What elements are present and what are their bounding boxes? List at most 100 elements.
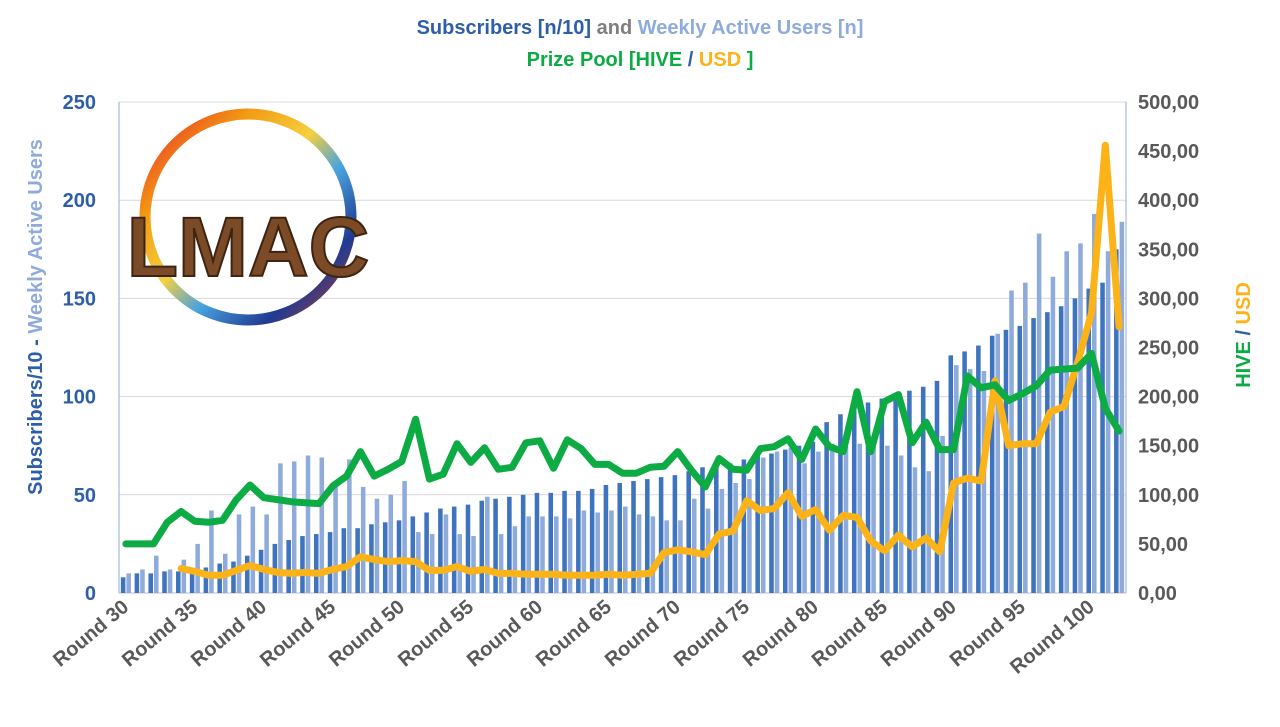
bar-wau xyxy=(360,486,366,593)
bar-wau xyxy=(181,559,187,593)
x-tick-label: Round 45 xyxy=(256,596,340,671)
y-right-tick-label: 250,00 xyxy=(1138,338,1199,360)
logo-ring xyxy=(139,108,357,326)
bar-subscribers xyxy=(824,422,829,593)
bar-subscribers xyxy=(741,459,747,593)
y-right-label: HIVE / USD xyxy=(1233,282,1255,388)
bar-wau xyxy=(733,483,738,593)
bar-subscribers xyxy=(313,534,319,593)
bar-wau xyxy=(388,494,394,593)
y-left-label-sep: - xyxy=(25,334,47,352)
bar-wau xyxy=(250,506,256,593)
y-left-tick-label: 200 xyxy=(63,190,96,212)
bar-subscribers xyxy=(976,345,981,593)
bar-wau xyxy=(526,516,531,593)
bar-subscribers xyxy=(576,490,581,593)
bar-subscribers xyxy=(755,455,760,593)
y-right-label-hive: HIVE xyxy=(1233,336,1255,388)
bar-subscribers xyxy=(838,414,843,593)
bar-wau xyxy=(347,459,352,593)
bar-wau xyxy=(512,526,518,593)
y-right-tick-label: 500,00 xyxy=(1138,92,1199,114)
y-left-tick-label: 250 xyxy=(63,92,96,114)
bar-subscribers xyxy=(162,571,167,593)
x-tick-label: Round 35 xyxy=(118,596,202,671)
x-tick-label: Round 80 xyxy=(739,596,823,671)
x-tick-label: Round 50 xyxy=(325,596,409,671)
bar-wau xyxy=(374,498,380,593)
bar-wau xyxy=(1023,282,1028,593)
y-right-tick-label: 100,00 xyxy=(1138,485,1199,507)
bar-subscribers xyxy=(520,494,526,593)
bar-wau xyxy=(402,481,407,593)
bar-subscribers xyxy=(603,484,609,593)
bar-subscribers xyxy=(134,573,140,593)
bar-subscribers xyxy=(907,390,912,593)
line-hive xyxy=(122,349,1123,548)
bar-wau xyxy=(140,569,145,593)
bar-wau xyxy=(774,451,780,593)
bar-wau xyxy=(912,467,918,593)
bar-subscribers xyxy=(1031,318,1036,593)
bar-wau xyxy=(760,457,766,593)
bar-subscribers xyxy=(396,520,402,593)
bar-wau xyxy=(333,484,338,593)
bar-subscribers xyxy=(176,571,181,593)
bar-wau xyxy=(871,441,876,593)
bar-subscribers xyxy=(920,386,926,593)
bar-wau xyxy=(609,510,614,593)
chart-title-line1: Subscribers [n/10] and Weekly Active Use… xyxy=(417,17,864,39)
x-tick-label: Round 30 xyxy=(49,596,133,671)
bar-wau xyxy=(291,461,297,593)
bar-wau xyxy=(664,520,669,593)
title-and: and xyxy=(591,17,638,39)
bar-subscribers xyxy=(714,465,719,593)
x-tick-label: Round 75 xyxy=(670,596,754,671)
bar-subscribers xyxy=(148,573,153,593)
bar-wau xyxy=(554,516,559,593)
title-subscribers: Subscribers [n/10] xyxy=(417,17,592,39)
bar-subscribers xyxy=(934,380,940,593)
line-usd xyxy=(177,141,1123,579)
bar-subscribers xyxy=(327,532,333,593)
bar-subscribers xyxy=(382,522,388,593)
bar-subscribers xyxy=(589,488,595,593)
bar-subscribers xyxy=(534,492,540,593)
bar-subscribers xyxy=(962,351,967,593)
bar-subscribers xyxy=(1072,298,1078,593)
chart-title-line2: Prize Pool [HIVE / USD ] xyxy=(527,49,754,71)
bar-subscribers xyxy=(203,567,209,593)
bar-wau xyxy=(816,451,821,593)
bar-wau xyxy=(829,443,835,593)
y-left-tick-label: 100 xyxy=(63,387,96,409)
title-wau: Weekly Active Users [n] xyxy=(638,17,864,39)
bar-wau xyxy=(636,514,642,593)
y-left-tick-label: 0 xyxy=(85,583,96,605)
bar-subscribers xyxy=(1045,312,1050,593)
bar-wau xyxy=(209,510,214,593)
bar-subscribers xyxy=(424,512,429,593)
bar-subscribers xyxy=(700,467,705,593)
bar-wau xyxy=(1105,251,1111,593)
bar-wau xyxy=(581,510,587,593)
bar-subscribers xyxy=(672,475,678,593)
title-slash: / xyxy=(688,49,699,71)
bar-wau xyxy=(1050,276,1056,593)
bar-wau xyxy=(802,463,807,593)
y-right-label-usd: USD xyxy=(1233,282,1255,324)
bar-subscribers xyxy=(300,536,305,593)
y-left-tick-label: 150 xyxy=(63,288,96,310)
y-left-tick-label: 50 xyxy=(74,485,96,507)
y-right-tick-label: 50,00 xyxy=(1138,534,1188,556)
x-tick-label: Round 65 xyxy=(532,596,616,671)
bar-wau xyxy=(126,573,131,593)
bar-wau xyxy=(926,471,932,593)
bar-subscribers xyxy=(617,483,622,593)
bar-subscribers xyxy=(879,398,885,593)
bar-wau xyxy=(623,506,628,593)
bar-wau xyxy=(195,543,200,593)
y-right-tick-label: 300,00 xyxy=(1138,288,1199,310)
bar-subscribers xyxy=(796,445,802,593)
bar-wau xyxy=(719,488,725,593)
